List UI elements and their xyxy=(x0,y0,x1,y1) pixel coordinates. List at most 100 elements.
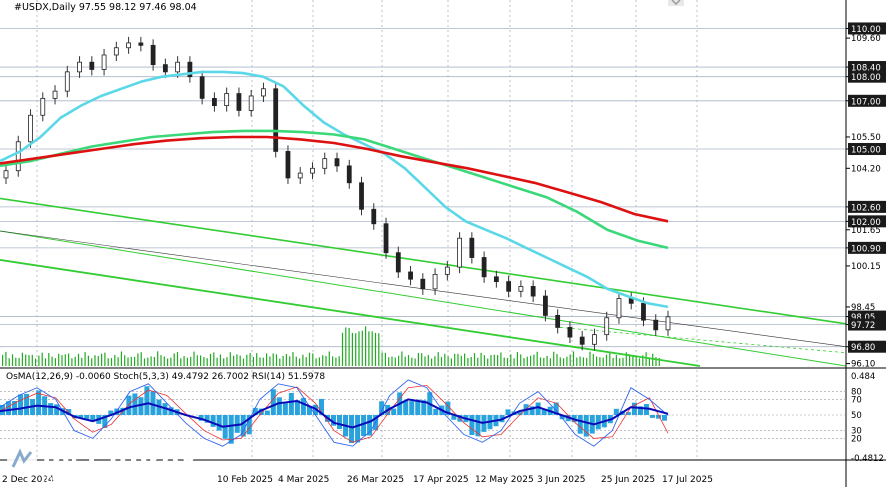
osma-bar xyxy=(505,409,511,415)
volume-bar xyxy=(658,358,660,366)
candle-body xyxy=(175,61,181,73)
osma-bar xyxy=(282,403,288,415)
volume-bar xyxy=(599,357,601,366)
volume-bar xyxy=(460,355,462,366)
indicator-axis-label: 50 xyxy=(851,411,862,421)
candle-body xyxy=(28,114,33,143)
osma-bar xyxy=(150,391,156,415)
volume-bar xyxy=(196,355,198,366)
volume-bar xyxy=(11,354,14,366)
candle-body xyxy=(322,158,328,169)
close-x-icon[interactable] xyxy=(668,0,684,6)
date-label: 4 Mar 2025 xyxy=(278,475,329,485)
volume-bar xyxy=(374,332,377,366)
volume-bar xyxy=(645,352,647,366)
candle-body xyxy=(297,172,303,179)
volume-bar xyxy=(77,353,80,366)
osma-bar xyxy=(613,408,619,415)
volume-bar xyxy=(163,356,165,366)
instaforex-logo-icon xyxy=(7,446,37,476)
volume-bar xyxy=(104,352,106,366)
volume-bar xyxy=(140,352,142,366)
price-tag: 105.00 xyxy=(848,143,886,156)
volume-bar xyxy=(609,351,611,366)
volume-bar xyxy=(487,358,489,366)
price-tag-label: 97.72 xyxy=(851,321,875,331)
osma-bar xyxy=(517,412,523,415)
osma-bar xyxy=(108,410,114,415)
price-tag-box xyxy=(848,70,886,83)
volume-bar xyxy=(490,355,492,366)
candle-body xyxy=(3,170,9,179)
volume-bar xyxy=(563,358,565,366)
price-tag-label: 107.00 xyxy=(851,97,881,107)
candle-body xyxy=(555,314,561,328)
volume-bar xyxy=(101,353,103,366)
volume-bar xyxy=(576,357,578,366)
volume-bar xyxy=(219,354,221,366)
price-tag-label: 96.80 xyxy=(851,343,875,353)
price-label: 104.20 xyxy=(851,164,881,174)
volume-bar xyxy=(596,356,598,366)
indicator-axis-label: 30 xyxy=(851,427,862,437)
volume-bar xyxy=(338,356,340,366)
volume-bar xyxy=(302,354,304,366)
volume-bar xyxy=(470,356,472,366)
volume-bar xyxy=(447,356,449,366)
price-tag-label: 108.00 xyxy=(851,73,881,83)
volume-bar xyxy=(358,331,360,366)
osma-bar xyxy=(451,415,457,420)
volume-bar xyxy=(315,358,317,366)
volume-bar xyxy=(31,354,33,366)
date-label: 12 May 2025 xyxy=(475,475,534,485)
osma-bar xyxy=(469,415,475,436)
volume-bar xyxy=(239,355,241,366)
volume-bar xyxy=(473,353,476,366)
osma-bar xyxy=(625,412,631,415)
volume-bar xyxy=(305,357,307,366)
volume-bar xyxy=(642,355,644,366)
osma-bar xyxy=(535,402,541,415)
osma-bar xyxy=(661,415,667,421)
volume-bar xyxy=(246,354,248,366)
price-tag-label: 105.00 xyxy=(851,146,881,156)
volume-bar xyxy=(124,355,126,366)
volume-bar xyxy=(572,351,575,366)
osma-bar xyxy=(475,415,481,437)
volume-bar xyxy=(444,353,446,366)
volume-bar xyxy=(87,355,89,366)
volume-bar xyxy=(186,357,188,366)
candle-body xyxy=(77,61,82,73)
volume-bar xyxy=(365,326,367,366)
volume-bar xyxy=(84,352,86,366)
volume-bar xyxy=(81,357,83,366)
volume-bar xyxy=(223,358,225,366)
candle-body xyxy=(212,97,217,107)
volume-bar xyxy=(170,357,172,366)
volume-bar xyxy=(404,356,406,366)
volume-bar xyxy=(61,355,63,366)
volume-bar xyxy=(457,353,459,366)
volume-bar xyxy=(35,358,37,366)
osma-bar xyxy=(361,415,367,437)
volume-bar xyxy=(378,333,380,366)
indicator-axis-label: 80 xyxy=(851,388,862,398)
indicator-axis-label: 20 xyxy=(851,434,862,444)
volume-bar xyxy=(655,357,657,366)
price-tag: 100.90 xyxy=(848,241,886,254)
candle-body xyxy=(150,44,156,66)
osma-bar xyxy=(349,415,355,444)
osma-bar xyxy=(264,410,270,415)
volume-bar xyxy=(407,355,410,366)
price-tag: 102.60 xyxy=(848,200,886,213)
trend-channel-lines xyxy=(0,197,847,367)
price-tag: 107.00 xyxy=(848,94,886,107)
volume-bar xyxy=(54,358,56,366)
candle-body xyxy=(359,182,364,210)
volume-bar xyxy=(632,355,634,366)
volume-bar xyxy=(256,353,258,366)
volume-bar xyxy=(74,356,76,366)
candle-body xyxy=(273,88,279,152)
